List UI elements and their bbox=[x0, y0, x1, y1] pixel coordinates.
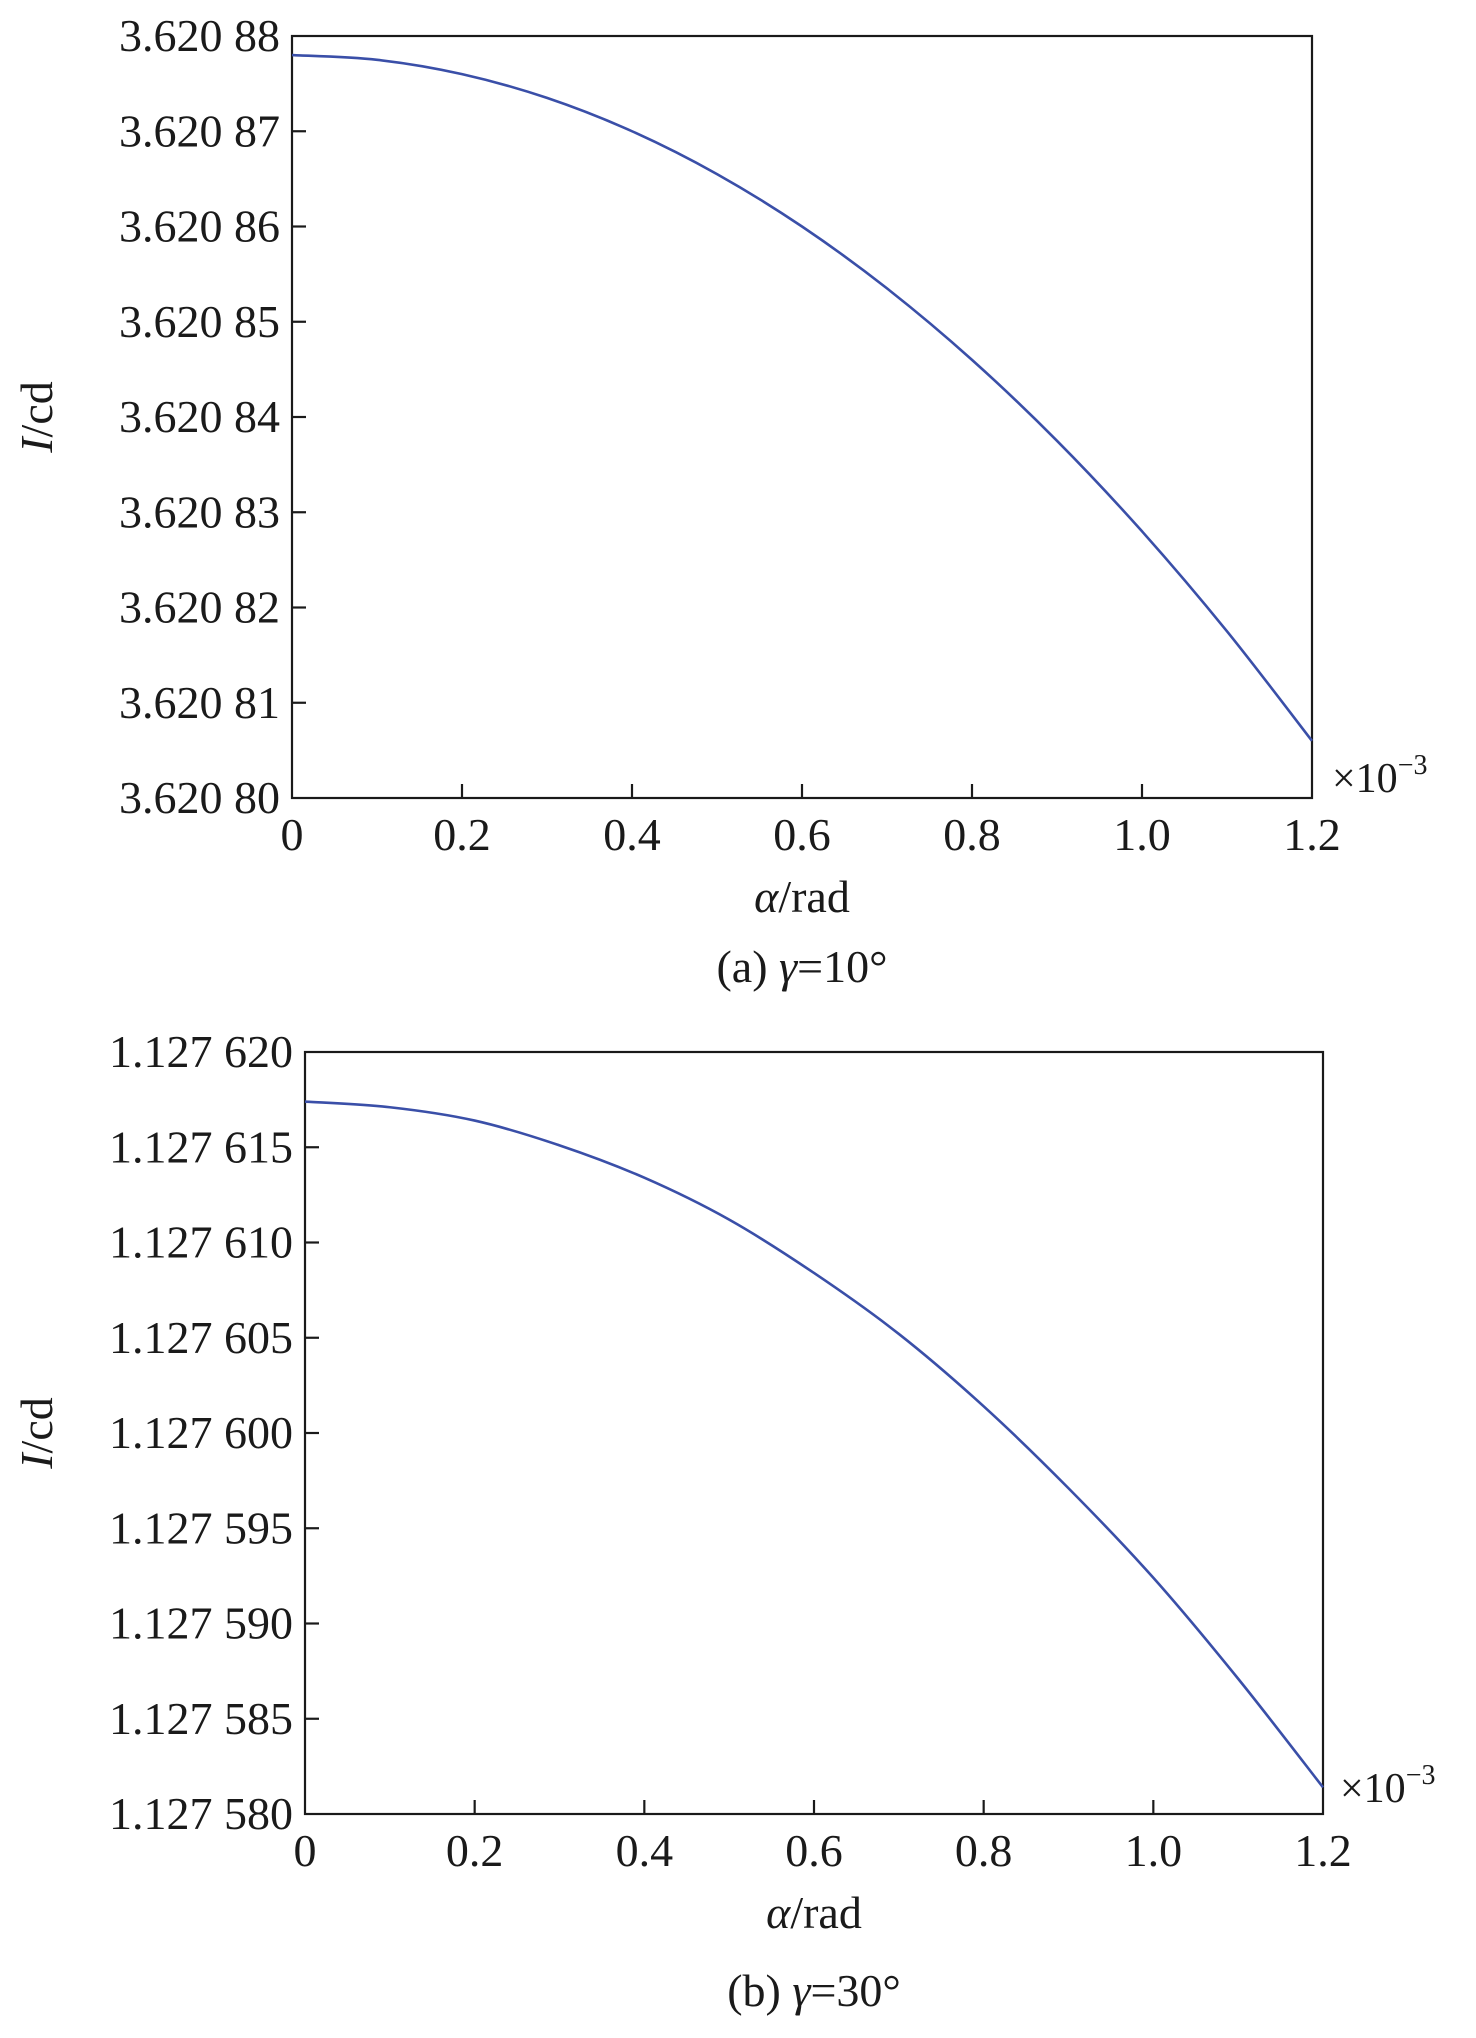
y-tick-label: 3.620 81 bbox=[119, 677, 280, 728]
x-axis-multiplier: ×10−3 bbox=[1332, 750, 1427, 802]
y-tick-label: 1.127 620 bbox=[109, 1026, 293, 1077]
y-axis-tick-labels: 3.620 80 3.620 81 3.620 82 3.620 83 3.620 84… bbox=[119, 10, 280, 823]
y-tick-label: 3.620 82 bbox=[119, 582, 280, 633]
y-tick-label: 1.127 615 bbox=[109, 1121, 293, 1172]
y-tick-label: 1.127 605 bbox=[109, 1312, 293, 1363]
series-layer bbox=[304, 1100, 1325, 1789]
x-axis-label: α/rad bbox=[754, 871, 850, 922]
plot-frame bbox=[303, 1050, 1325, 1816]
x-tick-label: 0.6 bbox=[773, 809, 831, 860]
x-tick-label: 0.4 bbox=[603, 809, 661, 860]
x-tick-label: 0.6 bbox=[785, 1825, 843, 1876]
y-axis-ticks bbox=[305, 1146, 319, 1720]
y-tick-label: 3.620 80 bbox=[119, 772, 280, 823]
x-tick-label: 0.8 bbox=[955, 1825, 1013, 1876]
x-tick-label: 1.2 bbox=[1283, 809, 1341, 860]
x-tick-label: 0.2 bbox=[433, 809, 491, 860]
x-tick-label: 1.0 bbox=[1113, 809, 1171, 860]
x-axis-tick-labels: 0 0.2 0.4 0.6 0.8 1.0 1.2 bbox=[294, 1825, 1352, 1876]
panel-caption: (b) γ=30° bbox=[727, 1965, 901, 2016]
y-axis-label: I/cd bbox=[11, 381, 62, 454]
panel-caption: (a) γ=10° bbox=[716, 941, 887, 992]
series-line bbox=[291, 53, 1314, 742]
y-tick-label: 1.127 600 bbox=[109, 1407, 293, 1458]
y-axis-label: I/cd bbox=[11, 1397, 62, 1470]
y-tick-label: 1.127 595 bbox=[109, 1502, 293, 1553]
series-line bbox=[304, 1100, 1325, 1789]
y-tick-label: 3.620 85 bbox=[119, 296, 280, 347]
x-axis-multiplier: ×10−3 bbox=[1340, 1760, 1435, 1812]
y-tick-label: 3.620 84 bbox=[119, 391, 280, 442]
x-tick-label: 1.0 bbox=[1125, 1825, 1183, 1876]
x-tick-label: 0.2 bbox=[446, 1825, 504, 1876]
series-layer bbox=[291, 53, 1314, 742]
x-tick-label: 1.2 bbox=[1294, 1825, 1352, 1876]
x-axis-label: α/rad bbox=[766, 1887, 862, 1938]
plot-frame bbox=[290, 34, 1314, 800]
x-tick-label: 0.4 bbox=[616, 1825, 674, 1876]
y-axis-ticks bbox=[292, 130, 306, 704]
y-tick-label: 1.127 610 bbox=[109, 1217, 293, 1268]
y-tick-label: 1.127 585 bbox=[109, 1693, 293, 1744]
x-axis-ticks bbox=[460, 784, 1144, 798]
y-tick-label: 1.127 590 bbox=[109, 1598, 293, 1649]
y-axis-tick-labels: 1.127 580 1.127 585 1.127 590 1.127 595 1.12… bbox=[109, 1026, 293, 1839]
chart-panel-a: 0 0.2 0.4 0.6 0.8 1.0 1.2 3.620 803.620 813.62… bbox=[11, 10, 1427, 992]
y-tick-label: 3.620 83 bbox=[119, 486, 280, 537]
y-tick-label: 1.127 580 bbox=[109, 1788, 293, 1839]
x-tick-label: 0 bbox=[294, 1825, 317, 1876]
x-tick-label: 0.8 bbox=[943, 809, 1001, 860]
y-tick-label: 3.620 87 bbox=[119, 105, 280, 156]
x-tick-label: 0 bbox=[281, 809, 304, 860]
y-tick-label: 3.620 86 bbox=[119, 201, 280, 252]
y-tick-label: 3.620 88 bbox=[119, 10, 280, 61]
x-axis-ticks bbox=[473, 1800, 1155, 1814]
x-axis-tick-labels: 0 0.2 0.4 0.6 0.8 1.0 1.2 bbox=[281, 809, 1341, 860]
